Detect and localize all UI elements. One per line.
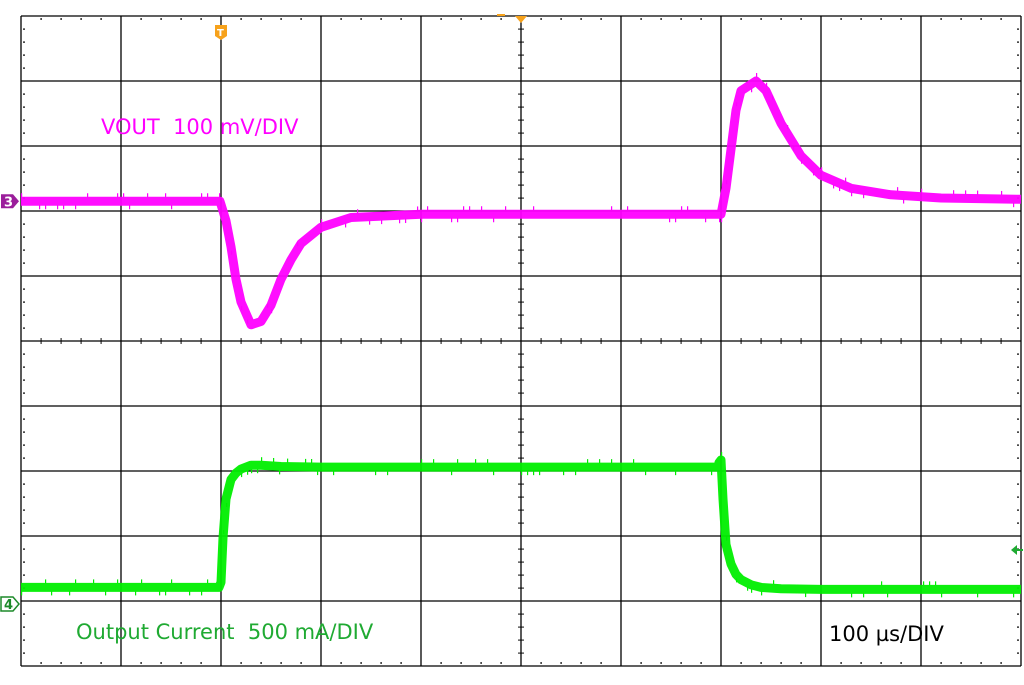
trace-output-current	[21, 455, 1021, 594]
trace-vout	[21, 76, 1022, 330]
trigger-level-arrow-icon	[1011, 545, 1017, 555]
channel-markers: 3 4 T	[0, 14, 1023, 613]
channel-4-label: 4	[4, 598, 13, 613]
graticule-ticks	[23, 18, 1019, 664]
trace-noise	[21, 452, 1015, 598]
channel-4-marker: 4	[0, 596, 20, 613]
timebase-label: 100 µs/DIV	[829, 622, 944, 646]
trigger-position-marker: T	[215, 25, 227, 40]
trigger-label: T	[217, 28, 224, 39]
channel-3-label: 3	[4, 195, 13, 210]
current-scale-label: Output Current 500 mA/DIV	[76, 620, 374, 644]
vout-scale-label: VOUT 100 mV/DIV	[101, 115, 299, 139]
trace-noise	[21, 73, 1015, 324]
delay-marker	[497, 14, 505, 16]
horizontal-position-marker	[515, 16, 527, 23]
channel-3-marker: 3	[1, 194, 19, 210]
waveform-traces	[21, 73, 1022, 598]
graticule-grid	[20, 15, 1022, 667]
